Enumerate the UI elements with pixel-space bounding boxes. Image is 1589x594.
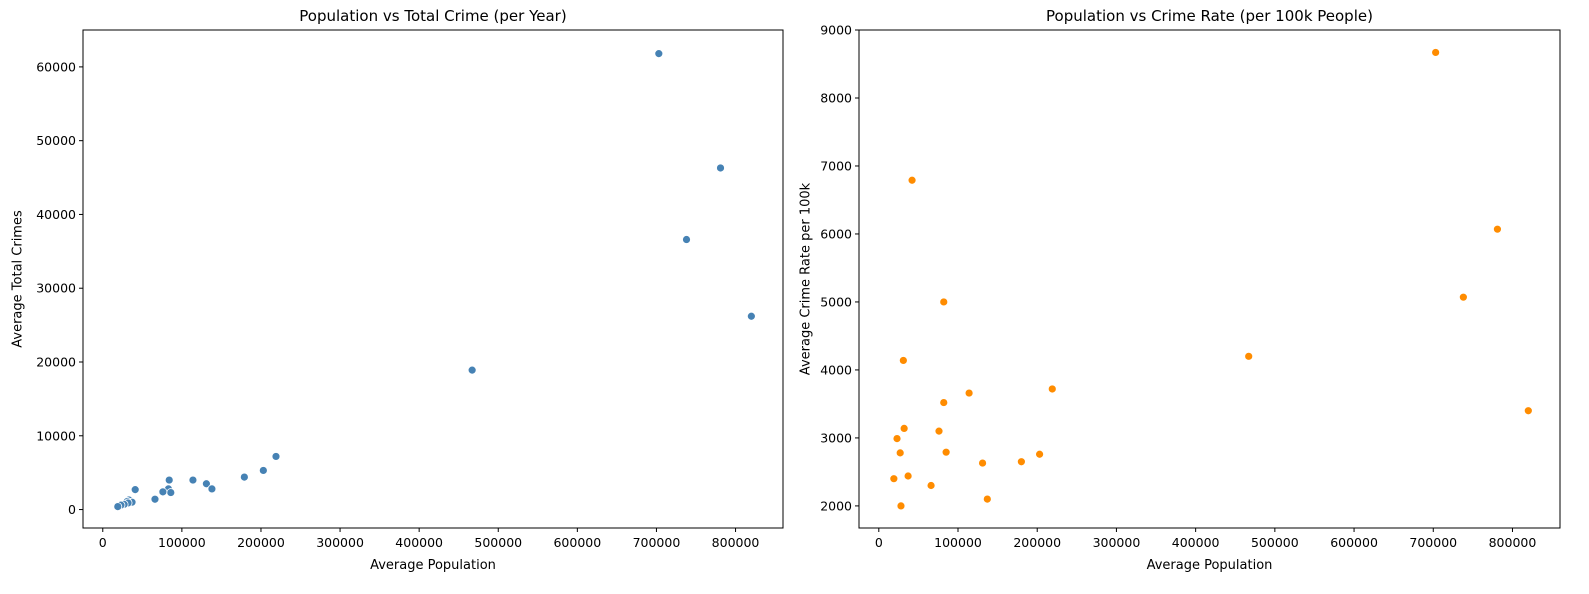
scatter-point [899,423,909,433]
scatter-point [889,474,899,484]
chart-population-vs-total-crime: Population vs Total Crime (per Year) Ave… [11,7,784,573]
scatter-point [188,475,198,485]
y-tick-label: 2000 [820,498,852,513]
y-tick-label: 9000 [820,23,852,38]
y-tick-label: 60000 [36,59,76,74]
x-tick-label: 200000 [237,535,285,550]
x-axis-label: Average Population [370,558,496,573]
ticks-group: 0 100000 200000 300000 400000 500000 600000 700… [36,59,759,550]
x-tick-label: 400000 [395,535,443,550]
scatter-point [1431,48,1441,57]
scatter-point [1523,406,1533,416]
scatter-point [207,484,217,494]
x-tick-label: 300000 [316,535,364,550]
y-tick-label: 6000 [820,226,852,241]
y-tick-label: 40000 [36,207,76,222]
scatter-point [1493,224,1502,234]
scatter-point [939,297,949,307]
y-axis-label: Average Total Crimes [11,210,26,348]
scatter-point [1244,351,1254,361]
scatter-point [939,398,949,407]
y-tick-label: 50000 [36,133,76,148]
y-tick-label: 8000 [820,90,852,105]
scatter-point [271,452,281,461]
scatter-point [113,502,123,512]
scatter-point [239,472,249,482]
x-tick-label: 800000 [712,535,760,550]
scatter-point [158,487,168,497]
scatter-point [746,311,756,321]
y-tick-label: 30000 [36,281,76,296]
y-tick-label: 5000 [820,294,852,309]
x-tick-label: 500000 [1251,535,1299,550]
x-tick-label: 800000 [1489,535,1537,550]
scatter-point [654,49,664,59]
scatter-point [201,479,211,489]
scatter-point [941,447,951,457]
y-tick-label: 4000 [820,362,852,377]
scatter-point [896,501,906,511]
scatter-point [130,485,140,495]
chart-title: Population vs Crime Rate (per 100k Peopl… [1046,7,1373,25]
y-tick-label: 10000 [36,428,76,443]
chart-title: Population vs Total Crime (per Year) [299,7,566,25]
x-tick-label: 0 [875,535,883,550]
x-tick-label: 0 [99,535,107,550]
scatter-point [903,471,913,481]
x-tick-label: 700000 [1409,535,1457,550]
scatter-point [1016,457,1026,467]
scatter-point [716,163,725,173]
chart-population-vs-crime-rate: Population vs Crime Rate (per 100k Peopl… [799,7,1561,573]
plot-area-frame [82,29,784,529]
scatter-point [467,365,477,375]
scatter-point [926,481,936,490]
scatter-point [164,475,174,485]
y-tick-label: 7000 [820,158,852,173]
scatter-point [1458,292,1468,302]
y-tick-label: 0 [68,502,76,517]
scatter-point [978,458,987,468]
x-tick-label: 100000 [934,535,982,550]
x-tick-label: 700000 [633,535,681,550]
scatter-point [1047,384,1057,394]
scatter-point [982,494,992,504]
x-tick-label: 600000 [1330,535,1378,550]
points-group [113,49,756,512]
scatter-point [1035,449,1044,459]
y-tick-label: 20000 [36,355,76,370]
scatter-point [895,448,905,458]
x-tick-label: 400000 [1172,535,1220,550]
scatter-point [892,434,902,443]
scatter-point [964,388,974,398]
points-group [889,48,1533,511]
x-tick-label: 600000 [553,535,601,550]
x-axis-label: Average Population [1147,558,1273,573]
scatter-point [258,466,268,475]
x-tick-label: 200000 [1013,535,1061,550]
scatter-point [682,235,691,244]
ticks-group: 0 100000 200000 300000 400000 500000 600000 700… [820,23,1536,551]
scatter-point [150,494,160,504]
y-axis-label: Average Crime Rate per 100k [799,182,814,375]
y-tick-label: 3000 [820,430,852,445]
x-tick-label: 300000 [1093,535,1141,550]
plot-area-frame [858,29,1561,529]
scatter-point [166,488,176,497]
x-tick-label: 500000 [474,535,522,550]
scatter-point [934,426,944,436]
scatter-point [907,175,917,185]
scatter-point [898,356,908,365]
x-tick-label: 100000 [158,535,206,550]
